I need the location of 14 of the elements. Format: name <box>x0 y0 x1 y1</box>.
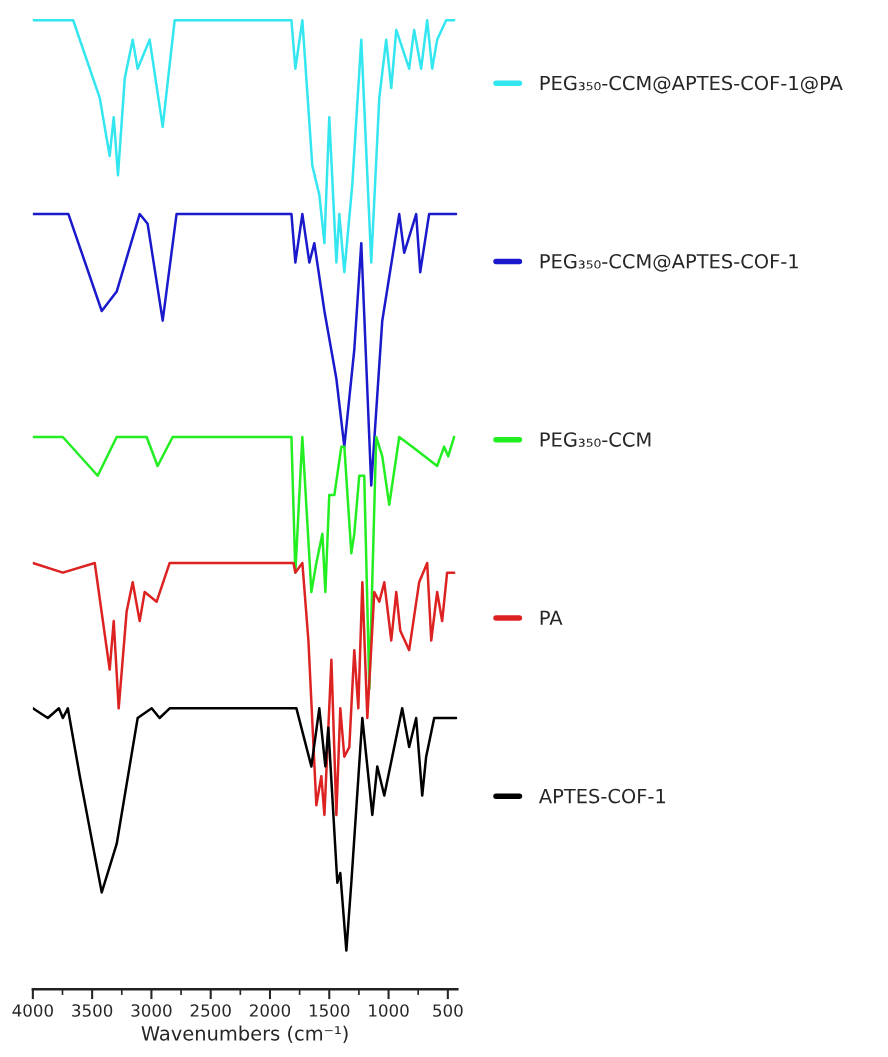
x-tick-label: 500 <box>433 1004 463 1017</box>
x-tick-label: 4000 <box>12 1004 53 1017</box>
legend-label: APTES-COF-1 <box>538 788 666 804</box>
x-tick-label: 2500 <box>190 1004 231 1017</box>
x-tick-label: 2000 <box>250 1004 291 1017</box>
legend-label: PEG₃₅₀-CCM@APTES-COF-1@PA <box>540 75 843 94</box>
x-tick-label: 1000 <box>369 1004 409 1017</box>
legend-label: PA <box>540 610 563 625</box>
legend-label: PEG₃₅₀-CCM <box>540 432 651 447</box>
x-tick-label: 3000 <box>131 1004 172 1017</box>
x-axis-title: Wavenumbers (cm⁻¹) <box>141 1025 348 1043</box>
x-tick-label: 1500 <box>309 1004 350 1017</box>
legend-label: PEG₃₅₀-CCM@APTES-COF-1 <box>540 253 798 272</box>
x-tick-label: 3500 <box>72 1004 113 1017</box>
